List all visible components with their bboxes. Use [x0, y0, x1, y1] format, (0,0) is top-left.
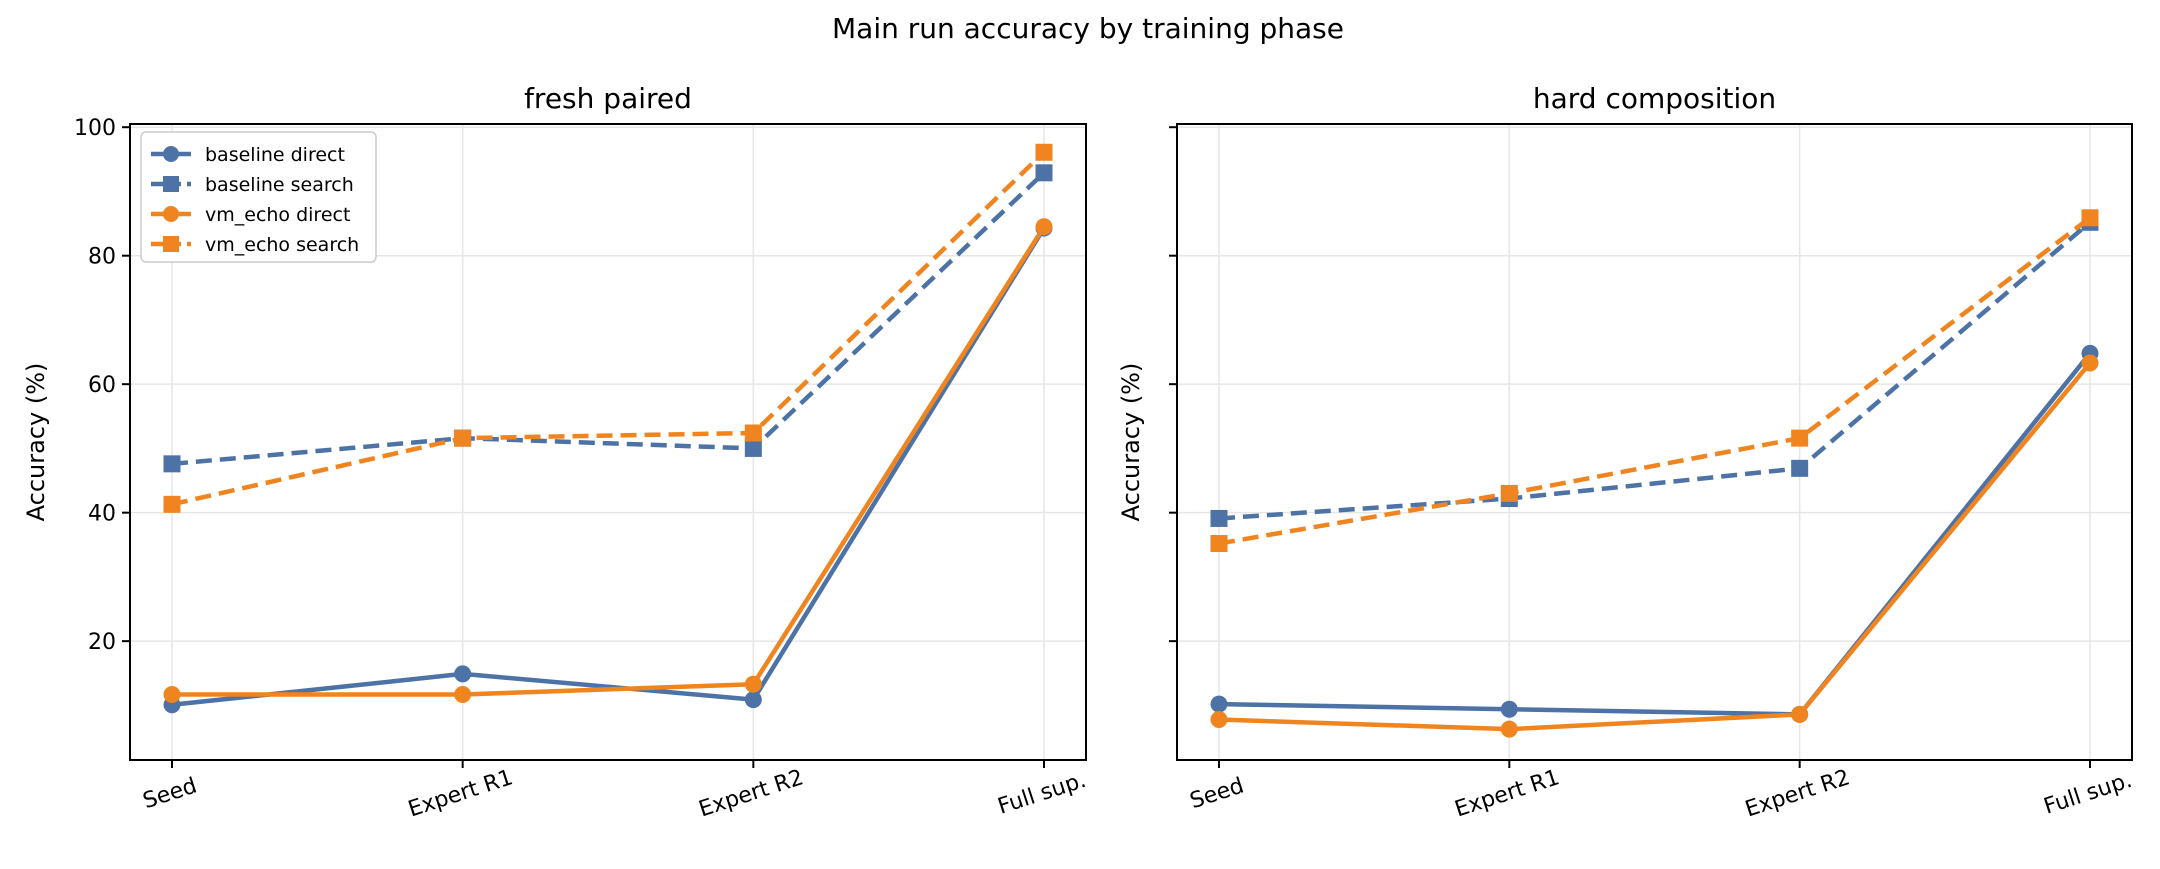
series-line-baseline-direct [171, 226, 1046, 707]
data-point-circle [2081, 354, 2099, 372]
data-point-square [1035, 143, 1053, 161]
data-point-circle [744, 691, 762, 709]
data-point-circle [454, 685, 472, 703]
data-point-square [1035, 164, 1053, 182]
legend: baseline direct baseline search vm_echo di… [140, 131, 377, 263]
series-line-baseline-search [1218, 220, 2092, 521]
panel-1: 20 40 60 80 100 Seed Expert R1 Expert R2 Full su… [22, 82, 1089, 822]
y-tick-label: 60 [88, 373, 116, 398]
plot-frame [129, 123, 1087, 761]
y-tick-label: 80 [88, 245, 116, 270]
x-tick-label: Full sup. [995, 768, 1089, 820]
data-point-circle [1210, 695, 1228, 713]
data-point-circle [1210, 711, 1228, 729]
legend-label: vm_echo search [205, 234, 359, 256]
panel-title: hard composition [1533, 82, 1776, 115]
figure-title: Main run accuracy by training phase [832, 12, 1344, 45]
panel-2: Seed Expert R1 Expert R2 Full sup. hard comp… [1117, 82, 2135, 822]
data-point-square [163, 455, 181, 473]
panel-title: fresh paired [524, 82, 692, 115]
x-tick-label: Full sup. [2041, 768, 2135, 820]
data-point-circle [163, 685, 181, 703]
legend-marker-square [163, 236, 179, 252]
x-tick-label: Seed [1187, 773, 1247, 814]
x-tick-label: Seed [140, 773, 200, 814]
series-line-vm-echo-direct [172, 225, 1046, 697]
legend-marker-circle [163, 206, 179, 222]
data-point-square [1791, 459, 1809, 477]
x-tick-label: Expert R2 [696, 765, 807, 822]
legend-box [140, 131, 377, 263]
data-point-square [1500, 484, 1518, 502]
data-point-circle [454, 665, 472, 683]
data-point-circle [1035, 218, 1053, 236]
y-axis-label: Accuracy (%) [22, 363, 50, 522]
series-line-vm-echo-search [1218, 216, 2092, 546]
data-point-square [1210, 509, 1228, 527]
data-point-circle [1791, 705, 1809, 723]
data-point-square [744, 439, 762, 457]
data-point-circle [744, 675, 762, 693]
data-point-square [454, 429, 472, 447]
data-point-square [744, 424, 762, 442]
x-tick-label: Expert R1 [1452, 765, 1563, 822]
data-point-square [2081, 209, 2099, 227]
y-tick-label: 20 [88, 630, 116, 655]
plot-frame [1176, 123, 2133, 761]
data-point-circle [1500, 720, 1518, 738]
x-tick-label: Expert R2 [1742, 765, 1853, 822]
series-line-baseline-direct [1218, 351, 2092, 717]
data-point-square [163, 495, 181, 513]
legend-label: baseline direct [205, 144, 345, 166]
series-line-baseline-search [171, 171, 1046, 467]
legend-label: vm_echo direct [205, 204, 350, 226]
data-point-square [1210, 535, 1228, 553]
x-tick-label: Expert R1 [405, 765, 516, 822]
legend-marker-circle [163, 146, 179, 162]
legend-marker-square [163, 176, 179, 192]
data-point-square [1791, 429, 1809, 447]
series-line-vm-echo-direct [1218, 361, 2092, 732]
legend-label: baseline search [205, 174, 354, 196]
y-tick-label: 100 [74, 116, 116, 141]
y-tick-label: 40 [88, 502, 116, 527]
data-point-circle [1500, 700, 1518, 718]
y-axis-label: Accuracy (%) [1117, 363, 1145, 522]
series-line-vm-echo-search [171, 150, 1046, 507]
